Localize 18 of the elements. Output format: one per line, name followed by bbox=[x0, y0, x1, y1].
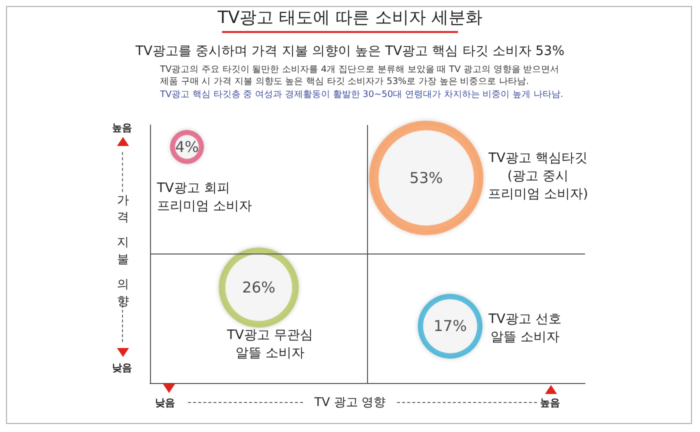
text: 낮음 bbox=[112, 362, 132, 375]
text: 높음 bbox=[112, 122, 132, 135]
data-label: 4% bbox=[175, 138, 199, 156]
text: TV광고를 중시하며 가격 지불 의향이 높은 TV광고 핵심 타깃 소비자 53% bbox=[134, 43, 566, 60]
category-label: TV광고 회피 프리미엄 소비자 bbox=[157, 180, 252, 216]
text: TV광고 핵심 타깃층 중 여성과 경제활동이 활발한 30~50대 연령대가 차지하는 비중이 높게 나타남. bbox=[160, 89, 564, 101]
category-label: TV광고 선호 알뜰 소비자 bbox=[488, 312, 562, 345]
data-label: 26% bbox=[242, 278, 276, 297]
text: TV광고의 주요 타깃이 될만한 소비자를 4개 집단으로 분류해 보았을 때 TV 광고의 영향을 받으면서 제품 구매 시 가격 지불 의향도 높은 핵심 타깃 소비자가 53%로 가장 높은 비중으로 나타남. bbox=[160, 64, 560, 88]
data-label: 53% bbox=[410, 168, 443, 187]
text: TV광고 태도에 따른 소비자 세분화 bbox=[216, 7, 484, 29]
category-label: TV광고 핵심타깃 (광고 중시 프리미엄 소비자) bbox=[486, 150, 590, 204]
text: 가격 지불 의향 bbox=[116, 192, 130, 310]
text: 낮음 bbox=[155, 397, 175, 410]
category-label: TV광고 무관심 알뜰 소비자 bbox=[226, 327, 314, 363]
data-label: 17% bbox=[433, 317, 467, 336]
text: 높음 bbox=[540, 397, 560, 410]
text: TV 광고 영향 bbox=[313, 394, 387, 411]
